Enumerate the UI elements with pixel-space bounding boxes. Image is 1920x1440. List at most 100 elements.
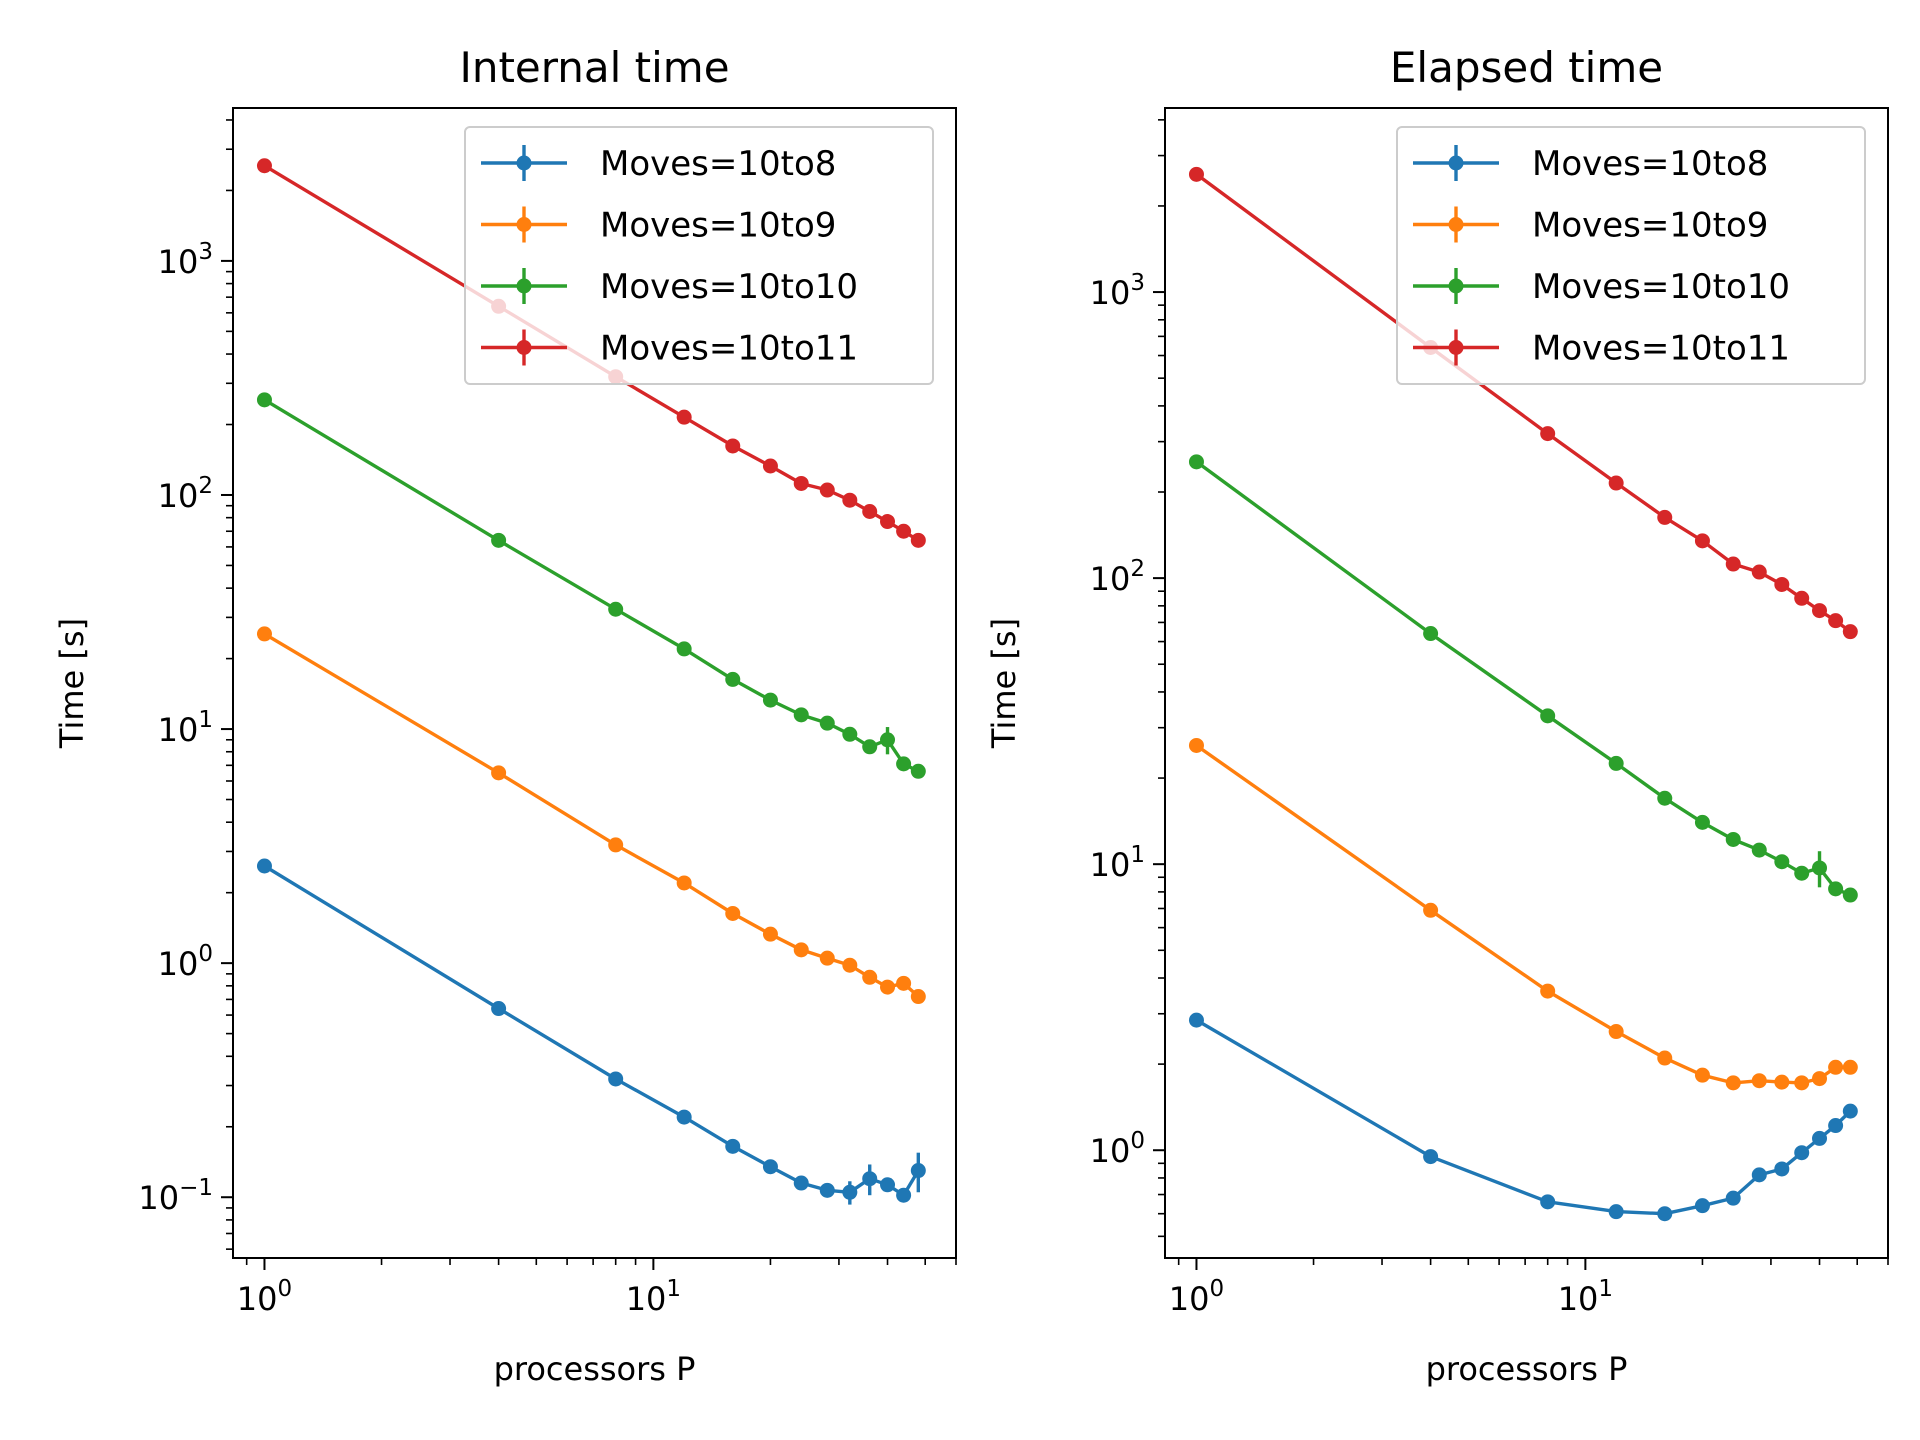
data-point xyxy=(1751,1167,1767,1183)
data-point xyxy=(1608,1204,1624,1220)
legend: Moves=10to8 Moves=10to9 Moves=10to10 Moves=… xyxy=(1396,126,1866,385)
data-point xyxy=(1812,603,1828,619)
data-point xyxy=(1812,1130,1828,1146)
legend-box xyxy=(1396,126,1866,385)
x-tick-label: 100 xyxy=(1169,1276,1224,1318)
data-point xyxy=(1188,1012,1204,1028)
data-point xyxy=(880,1177,896,1193)
x-tick-label: 101 xyxy=(626,1276,681,1318)
legend-entry: Moves=10to10 xyxy=(1413,267,1790,307)
data-point xyxy=(1657,1050,1673,1066)
legend-label: Moves=10to9 xyxy=(1532,206,1768,246)
data-point xyxy=(1828,881,1844,897)
chart-panel-1: Internal time processors P Time [s] 100 101 1… xyxy=(53,43,957,1388)
legend-box xyxy=(464,126,934,385)
series-line xyxy=(1195,460,1851,897)
data-point xyxy=(676,409,692,425)
data-point xyxy=(1540,983,1556,999)
data-point xyxy=(819,715,835,731)
data-point xyxy=(1725,556,1741,572)
data-point xyxy=(1794,1075,1810,1091)
y-tick-label: 102 xyxy=(1090,556,1145,598)
data-point xyxy=(1842,1059,1858,1075)
data-point xyxy=(862,1171,878,1187)
data-point xyxy=(1540,708,1556,724)
y-tick-label: 101 xyxy=(158,707,213,749)
y-tick-label: 100 xyxy=(158,941,213,983)
x-axis-label: processors P xyxy=(1426,1350,1628,1388)
legend-entry: Moves=10to8 xyxy=(1413,144,1768,184)
data-point xyxy=(1751,1073,1767,1089)
axes-frame xyxy=(232,107,957,1259)
data-point xyxy=(608,1071,624,1087)
data-point xyxy=(793,475,809,491)
data-point xyxy=(256,158,272,174)
data-point xyxy=(819,1182,835,1198)
data-point xyxy=(910,1163,926,1179)
data-point xyxy=(1608,475,1624,491)
legend-label: Moves=10to9 xyxy=(600,206,836,246)
legend-entry: Moves=10to9 xyxy=(1413,206,1768,246)
data-point xyxy=(880,979,896,995)
data-point xyxy=(896,756,912,772)
data-point xyxy=(1657,1206,1673,1222)
legend-marker xyxy=(1448,155,1464,171)
series-3 xyxy=(1188,454,1858,903)
legend: Moves=10to8 Moves=10to9 Moves=10to10 Moves=… xyxy=(464,126,934,385)
data-point xyxy=(676,641,692,657)
y-tick-label: 101 xyxy=(1090,842,1145,884)
series-line xyxy=(263,398,920,773)
legend-marker xyxy=(516,155,532,171)
data-point xyxy=(762,692,778,708)
data-point xyxy=(1694,1067,1710,1083)
data-point xyxy=(880,732,896,748)
data-point xyxy=(1774,576,1790,592)
data-point xyxy=(1842,1103,1858,1119)
data-point xyxy=(1725,831,1741,847)
legend-entry: Moves=10to9 xyxy=(481,206,836,246)
y-tick-label: 102 xyxy=(158,473,213,515)
data-point xyxy=(1694,533,1710,549)
legend-label: Moves=10to8 xyxy=(600,144,836,184)
legend-label: Moves=10to8 xyxy=(1532,144,1768,184)
data-point xyxy=(896,1187,912,1203)
data-point xyxy=(725,1138,741,1154)
series-4 xyxy=(1188,166,1858,640)
data-point xyxy=(880,514,896,530)
y-axis-label: Time [s] xyxy=(985,618,1023,749)
data-point xyxy=(1423,626,1439,642)
data-point xyxy=(1812,1071,1828,1087)
data-point xyxy=(842,492,858,508)
data-point xyxy=(725,905,741,921)
data-point xyxy=(1188,166,1204,182)
legend-label: Moves=10to10 xyxy=(1532,267,1790,307)
data-point xyxy=(491,1001,507,1017)
data-point xyxy=(725,671,741,687)
data-point xyxy=(862,739,878,755)
data-point xyxy=(910,763,926,779)
data-point xyxy=(1608,755,1624,771)
legend-entry: Moves=10to11 xyxy=(1413,329,1790,369)
legend-entry: Moves=10to8 xyxy=(481,144,836,184)
legend-marker xyxy=(1448,278,1464,294)
series-2 xyxy=(256,626,926,1005)
data-point xyxy=(1774,854,1790,870)
x-tick-label: 100 xyxy=(237,1276,292,1318)
axes-frame xyxy=(1164,107,1889,1259)
data-point xyxy=(608,837,624,853)
y-tick-label: 103 xyxy=(158,239,213,281)
data-point xyxy=(910,989,926,1005)
series-line xyxy=(1195,744,1851,1085)
data-point xyxy=(1725,1190,1741,1206)
data-point xyxy=(725,438,741,454)
data-point xyxy=(676,875,692,891)
data-point xyxy=(1828,1059,1844,1075)
data-point xyxy=(491,532,507,548)
legend-marker xyxy=(516,217,532,232)
data-point xyxy=(793,707,809,723)
data-point xyxy=(762,1159,778,1175)
data-point xyxy=(1774,1074,1790,1090)
legend-entry: Moves=10to10 xyxy=(481,267,858,307)
data-point xyxy=(256,858,272,874)
